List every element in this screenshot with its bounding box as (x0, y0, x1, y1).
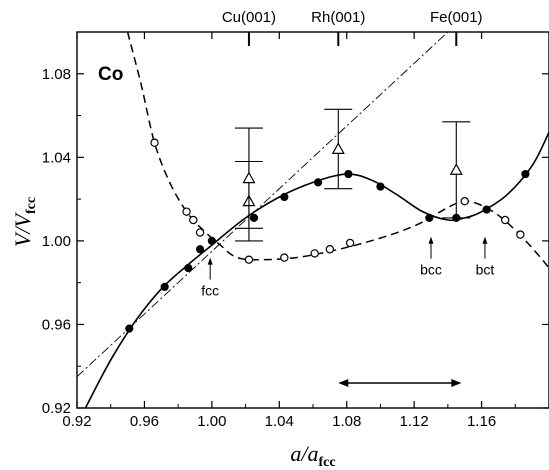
y-tick-label: 1.00 (42, 233, 71, 250)
data-point-open (460, 196, 469, 206)
x-axis-title: a/afcc (290, 441, 335, 470)
data-point-open (195, 228, 205, 237)
data-point-open (244, 255, 254, 264)
axes-layer (76, 32, 549, 409)
data-point-open (182, 207, 191, 216)
y-axis-title-main: V/V (10, 211, 35, 247)
x-tick-label: 1.12 (400, 413, 429, 430)
y-axis-title: V/Vfcc (10, 197, 39, 247)
x-tick-label: 0.92 (62, 413, 91, 430)
markers-layer (125, 108, 530, 333)
data-point-triangle (242, 171, 256, 184)
data-point-open (345, 238, 355, 248)
data-point-filled (160, 282, 169, 291)
x-tick-label: 1.16 (467, 413, 496, 430)
range-arrow-head-right (451, 379, 462, 387)
data-point-filled (280, 192, 289, 202)
x-tick-label: 1.04 (265, 413, 294, 430)
data-point-triangle (331, 142, 345, 154)
data-point-filled (344, 169, 353, 179)
x-axis-title-sub: fcc (319, 455, 336, 470)
annotation-label: bcc (420, 262, 442, 278)
data-point-filled (521, 169, 530, 179)
data-point-filled (313, 178, 323, 187)
y-tick-label: 0.92 (42, 400, 71, 417)
data-point-open (516, 230, 525, 239)
data-point-open (189, 215, 198, 225)
plot-frame (76, 31, 549, 409)
substrate-label: Fe(001) (430, 9, 483, 26)
data-point-filled (249, 213, 259, 223)
curves-layer (77, 32, 549, 408)
annotation-arrow-head (207, 257, 213, 265)
x-tick-label: 1.00 (197, 413, 226, 430)
annotation-label: fcc (201, 283, 219, 299)
x-tick-label: 1.08 (332, 413, 361, 430)
data-point-open (500, 215, 510, 225)
data-point-filled (482, 205, 491, 214)
data-point-open (150, 138, 159, 147)
data-point-filled (184, 263, 193, 273)
y-axis-title-sub: fcc (24, 197, 39, 214)
data-point-filled (425, 213, 434, 223)
data-point-filled (376, 182, 385, 191)
range-arrow-head-left (338, 379, 349, 387)
data-point-open (280, 253, 289, 262)
data-point-open (310, 249, 319, 258)
panel-label: Co (98, 64, 123, 85)
data-point-open (325, 245, 335, 254)
data-point-filled (207, 236, 216, 245)
series-line-dashdot (77, 32, 449, 377)
data-point-filled (125, 324, 134, 333)
annotation-arrow-head (428, 236, 434, 244)
data-point-triangle (449, 163, 463, 175)
y-tick-label: 1.08 (42, 66, 71, 83)
y-tick-label: 1.04 (42, 149, 71, 166)
labels-layer: 0.92 0.96 1.00 1.04 1.08 1.12 1.16 0.92 0.96 1.00… (42, 9, 496, 430)
y-tick-label: 0.96 (42, 316, 71, 333)
x-axis-title-main: a/a (290, 441, 318, 466)
annotation-arrow-head (482, 236, 488, 244)
data-point-filled (195, 245, 205, 254)
substrate-label: Rh(001) (311, 9, 365, 26)
annotation-label: bct (476, 262, 495, 278)
substrate-label: Cu(001) (222, 9, 276, 26)
x-tick-label: 0.96 (130, 413, 159, 430)
